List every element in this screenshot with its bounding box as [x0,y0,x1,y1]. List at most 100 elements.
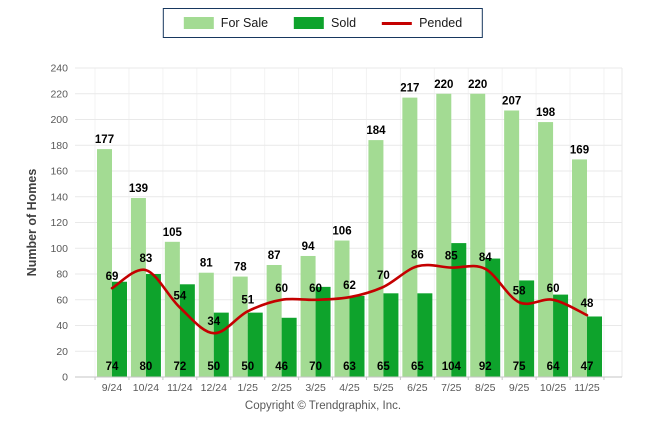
bar-sold [553,294,569,377]
for-sale-value-label: 169 [570,144,589,156]
sold-value-label: 70 [309,361,322,373]
y-tick-label: 140 [50,191,68,203]
legend-label-pended: Pended [419,15,463,30]
bar-for-sale [572,159,587,377]
pended-value-label: 48 [581,298,594,310]
bar-for-sale [266,264,282,377]
pended-value-label: 84 [479,252,492,264]
bar-sold [281,317,297,377]
for-sale-value-label: 139 [129,183,148,195]
bar-for-sale [504,110,520,378]
sold-value-label: 63 [343,361,356,373]
y-tick-label: 240 [50,63,68,75]
x-tick-label: 1/25 [237,382,258,394]
bar-sold [417,293,433,377]
for-sale-value-label: 106 [332,226,351,238]
x-tick-label: 8/25 [475,382,496,394]
legend-item-sold: Sold [294,17,356,30]
for-sale-value-label: 94 [302,241,315,253]
sold-value-label: 72 [173,361,186,373]
y-tick-label: 60 [56,294,68,306]
pended-value-label: 60 [309,283,322,295]
sold-value-label: 104 [442,361,462,373]
bar-sold [145,274,161,377]
bar-for-sale [164,241,180,377]
y-tick-label: 200 [50,114,68,126]
pended-value-label: 54 [173,290,186,302]
for-sale-value-label: 184 [366,125,386,137]
bar-for-sale [130,198,146,377]
y-tick-label: 40 [56,320,68,332]
x-tick-label: 2/25 [271,382,292,394]
for-sale-value-label: 177 [95,134,114,146]
for-sale-value-label: 220 [434,79,453,91]
x-tick-label: 5/25 [373,382,394,394]
y-tick-label: 20 [56,346,68,358]
for-sale-value-label: 198 [536,107,556,119]
x-tick-label: 11/24 [167,382,193,394]
pended-value-label: 85 [445,251,458,263]
x-tick-label: 3/25 [305,382,326,394]
legend-item-for-sale: For Sale [183,15,269,30]
pended-value-label: 83 [140,253,153,265]
pended-value-label: 62 [343,280,356,292]
bar-sold [349,295,365,377]
bar-sold [383,293,399,377]
y-tick-label: 220 [50,88,68,100]
for-sale-value-label: 105 [163,227,183,239]
bar-sold [485,258,501,377]
sold-value-label: 50 [241,361,254,373]
sold-value-label: 80 [140,361,153,373]
bar-sold [451,243,467,377]
y-tick-label: 160 [50,166,68,178]
y-tick-label: 100 [50,243,68,255]
chart-legend: For Sale Sold Pended [162,8,484,38]
x-tick-label: 11/25 [574,382,600,394]
sold-value-label: 47 [581,361,594,373]
bar-for-sale [402,97,418,378]
for-sale-value-label: 81 [200,258,213,270]
bar-for-sale [198,272,214,377]
x-tick-label: 7/25 [441,382,462,394]
bar-for-sale [97,149,112,377]
sold-value-label: 65 [411,361,424,373]
for-sale-swatch-icon [183,17,214,29]
bar-for-sale [334,240,350,377]
for-sale-value-label: 87 [268,250,281,262]
bar-for-sale [470,93,486,377]
x-tick-label: 6/25 [407,382,428,394]
pended-value-label: 34 [207,316,220,328]
pended-value-label: 51 [241,294,254,306]
pended-line [110,263,589,335]
legend-item-pended: Pended [382,17,462,30]
bar-for-sale [436,93,452,377]
chart-canvas: 0 20 40 60 80 100 120 140 160 180 200 220 240 Number … [25,63,623,394]
pended-value-label: 60 [547,283,560,295]
x-tick-label: 12/24 [201,382,227,394]
bar-for-sale [368,140,384,377]
for-sale-value-label: 217 [400,83,419,95]
sold-value-label: 74 [106,361,119,373]
legend-label-sold: Sold [331,15,357,30]
bar-for-sale [300,255,316,377]
legend-label-for-sale: For Sale [220,15,269,30]
for-sale-value-label: 207 [502,95,521,107]
y-tick-label: 180 [50,140,68,152]
pended-value-label: 86 [411,249,424,261]
sold-value-label: 75 [513,361,526,373]
copyright-text: Copyright © Trendgraphix, Inc. [244,400,402,412]
sold-value-label: 50 [207,361,220,373]
pended-value-label: 60 [275,283,288,295]
pended-value-label: 69 [106,271,119,283]
for-sale-value-label: 78 [234,262,247,274]
x-tick-label: 9/24 [102,382,123,394]
x-tick-label: 9/25 [509,382,530,394]
sold-value-label: 64 [547,361,560,373]
pended-line-swatch-icon [382,21,413,25]
sold-swatch-icon [294,17,325,29]
y-tick-label: 120 [50,217,68,229]
bar-for-sale [232,276,248,377]
x-tick-label: 4/25 [339,382,360,394]
y-tick-label: 0 [62,372,68,384]
